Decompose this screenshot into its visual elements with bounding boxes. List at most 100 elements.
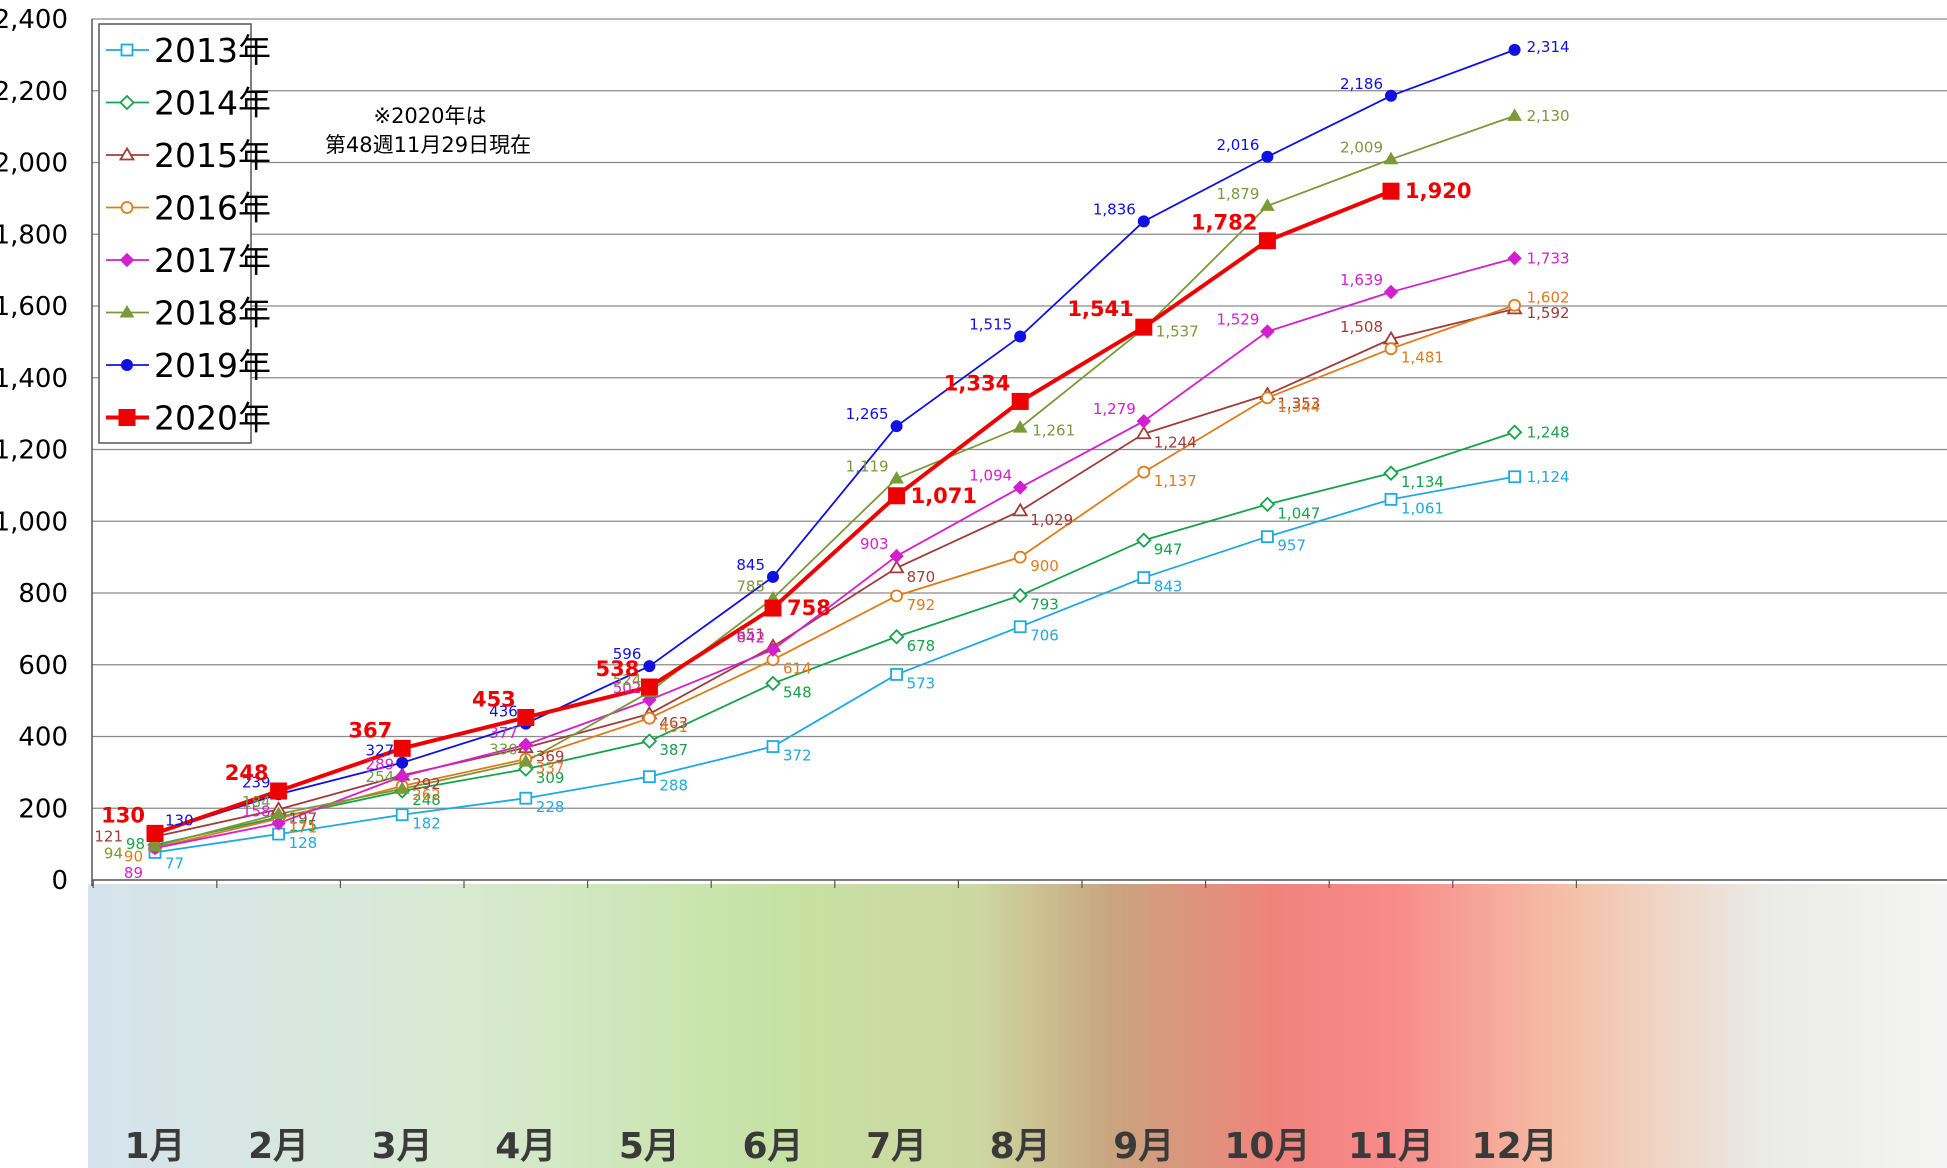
data-point-marker [118,409,136,426]
data-label: 2,314 [1527,38,1570,56]
data-label: 327 [366,742,395,760]
data-label: 1,047 [1277,504,1320,522]
data-label: 1,137 [1154,472,1197,490]
data-point-marker [643,711,656,725]
data-point-marker [1137,215,1150,228]
data-label: 130 [101,803,145,827]
data-point-marker [1136,532,1152,549]
data-label: 2,016 [1216,136,1259,154]
x-tick-label: 6月 [742,1126,803,1167]
legend-label: 2015年 [154,136,271,175]
data-label: 785 [736,577,765,595]
x-tick-label: 3月 [372,1126,433,1167]
data-point-marker [518,737,534,752]
data-label: 1,244 [1154,434,1197,452]
data-label: 254 [366,768,395,786]
data-label: 1,265 [846,405,889,423]
data-point-marker [1012,480,1028,495]
x-tick-label: 2月 [248,1126,309,1167]
data-label: 289 [366,755,395,773]
data-point-marker [888,628,905,645]
data-point-marker [1259,496,1276,513]
data-point-marker [1136,413,1152,429]
data-point-marker [1507,108,1522,121]
data-label: 793 [1030,596,1059,614]
data-point-marker [1383,465,1399,481]
data-point-marker [394,781,410,794]
data-point-marker [1011,392,1029,410]
data-label: 843 [1154,578,1183,596]
legend-label: 2016年 [154,189,271,228]
data-label: 369 [536,748,565,766]
legend-label: 2013年 [154,31,271,70]
y-tick-label: 0 [51,866,68,896]
legend-label: 2014年 [154,84,271,123]
data-point-marker [890,668,903,681]
data-label: 128 [289,834,318,852]
data-point-marker [1135,318,1153,336]
data-label: 387 [659,741,688,759]
legend-label: 2020年 [154,399,271,438]
data-point-marker [393,739,411,757]
data-label: 538 [596,657,640,681]
data-point-marker [640,678,658,696]
data-point-marker [121,359,133,371]
x-tick-label: 7月 [866,1126,927,1167]
data-point-marker [890,589,903,603]
series-markers [146,300,1523,842]
axes: 0 200 400 600 800 1,000 1,200 1,400 1,600 1,800 2,… [0,5,1947,1167]
data-label: 171 [289,819,318,837]
data-point-marker [519,791,533,805]
data-label: 642 [736,629,765,647]
y-tick-label: 1,800 [0,220,68,250]
data-label: 1,029 [1030,511,1073,529]
data-point-marker [146,824,164,842]
data-point-marker [1506,424,1523,441]
data-label: 1,782 [1191,211,1257,235]
data-point-marker [888,487,906,505]
data-point-marker [118,146,136,161]
data-label: 372 [783,747,812,765]
series-line [154,304,1515,849]
y-tick-label: 1,000 [0,507,68,537]
data-label: 337 [536,759,565,777]
data-label: 330 [489,741,518,759]
data-point-marker [270,782,288,800]
data-point-marker [1260,198,1275,211]
data-label: 1,602 [1527,288,1570,306]
data-point-marker [1014,330,1027,343]
data-label: 1,481 [1401,349,1444,367]
x-tick-label: 8月 [990,1126,1051,1167]
data-label: 1,119 [846,458,889,476]
data-label: 596 [613,645,642,663]
data-label: 1,353 [1277,395,1320,413]
y-tick-label: 600 [18,651,68,681]
data-point-marker [1384,342,1398,356]
data-label: 262 [412,786,441,804]
data-label: 2,130 [1527,107,1570,125]
data-point-marker [119,94,135,111]
data-point-marker [1383,151,1399,165]
data-point-marker [119,305,135,318]
data-label: 292 [412,775,441,793]
y-tick-label: 400 [18,723,68,753]
data-label: 573 [907,674,936,692]
series-layer [146,43,1523,859]
y-tick-label: 2,000 [0,149,68,179]
data-label: 2,186 [1340,75,1383,93]
data-label: 377 [489,724,518,742]
legend-label: 2017年 [154,241,271,280]
data-label: 184 [242,793,271,811]
data-point-marker [1261,391,1274,405]
note-line: ※2020年は [373,104,486,128]
data-label: 1,515 [969,315,1012,333]
y-tick-label: 1,600 [0,292,68,322]
data-point-marker [518,754,534,767]
data-label: 1,061 [1401,499,1444,517]
data-label: 524 [613,671,642,689]
data-point-marker [147,838,163,852]
data-point-marker [1137,465,1151,479]
data-labels-layer: 77 128 182 228 288 372 573 706 843 957 1,061 1,124 9… [94,38,1569,882]
data-label: 1,124 [1527,468,1570,486]
